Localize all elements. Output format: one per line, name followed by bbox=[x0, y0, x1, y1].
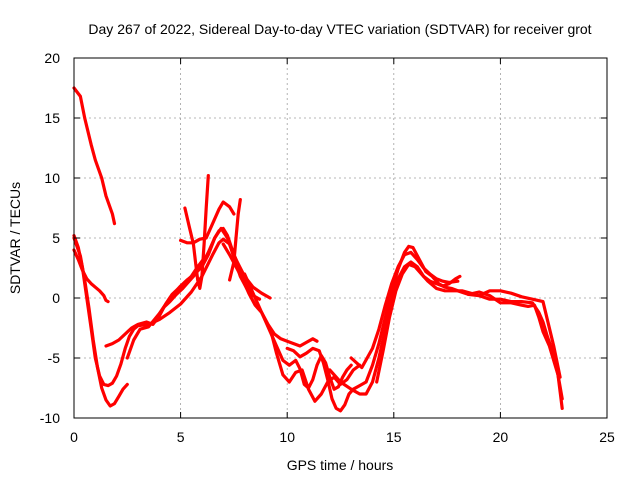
axis-ticks bbox=[73, 57, 608, 419]
series-arc-3 bbox=[72, 234, 272, 388]
series-arc-18 bbox=[466, 290, 564, 401]
grid-lines bbox=[74, 58, 607, 418]
x-tick-label: 10 bbox=[279, 429, 295, 445]
series-arc-13 bbox=[268, 326, 362, 403]
series-arc-17 bbox=[375, 262, 562, 384]
x-tick-label: 25 bbox=[599, 429, 615, 445]
x-axis-label: GPS time / hours bbox=[287, 457, 394, 473]
y-axis-label: SDTVAR / TECUs bbox=[7, 182, 23, 294]
y-tick-label: -5 bbox=[48, 350, 61, 366]
series-arc-4 bbox=[72, 236, 129, 408]
series-arc-5 bbox=[104, 256, 206, 348]
y-tick-label: -10 bbox=[40, 410, 60, 426]
chart-title: Day 267 of 2022, Sidereal Day-to-day VTE… bbox=[88, 21, 591, 37]
x-tick-label: 15 bbox=[386, 429, 402, 445]
series-arc-9 bbox=[161, 226, 262, 310]
x-tick-label: 20 bbox=[493, 429, 509, 445]
y-tick-label: 10 bbox=[44, 170, 60, 186]
y-tick-label: 0 bbox=[52, 290, 60, 306]
series-layer bbox=[72, 86, 564, 413]
y-tick-label: 20 bbox=[44, 50, 60, 66]
tick-labels: 0 5 10 15 20 25 -10 -5 0 5 10 15 20 bbox=[40, 50, 615, 445]
series-arc-1 bbox=[72, 86, 117, 226]
series-arc-12 bbox=[243, 272, 353, 391]
series-arc-16 bbox=[349, 250, 460, 370]
x-tick-label: 5 bbox=[177, 429, 185, 445]
series-arc-8 bbox=[183, 174, 210, 290]
series-arc-7 bbox=[179, 200, 236, 245]
x-tick-label: 0 bbox=[70, 429, 78, 445]
y-tick-label: 5 bbox=[52, 230, 60, 246]
series-arc-10 bbox=[228, 198, 242, 282]
y-tick-label: 15 bbox=[44, 110, 60, 126]
